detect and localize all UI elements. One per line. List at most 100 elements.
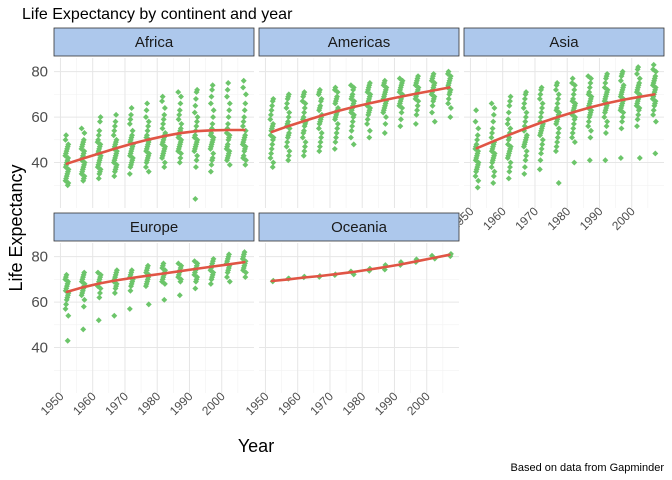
data-point <box>555 95 562 102</box>
data-point <box>128 105 135 111</box>
data-point <box>602 80 609 86</box>
data-point <box>522 118 529 125</box>
data-point <box>555 130 562 136</box>
data-point <box>193 157 200 164</box>
trend-line-europe <box>65 260 246 294</box>
data-point <box>269 102 276 109</box>
data-point <box>161 105 168 111</box>
data-point <box>618 125 625 132</box>
data-point <box>127 287 134 294</box>
data-point <box>192 132 199 139</box>
data-point <box>192 164 199 171</box>
x-tick-label: 1980 <box>340 389 369 418</box>
data-point <box>347 134 354 141</box>
data-point <box>506 168 513 175</box>
data-point <box>270 95 277 102</box>
data-point <box>194 152 201 159</box>
data-point <box>350 141 357 148</box>
data-point <box>285 114 292 121</box>
data-point <box>193 118 200 125</box>
data-point <box>619 118 626 125</box>
data-point <box>226 107 233 114</box>
data-point <box>64 337 71 344</box>
data-point <box>191 109 198 116</box>
data-point <box>268 107 275 114</box>
data-point <box>505 175 512 182</box>
data-point <box>210 114 217 121</box>
data-point <box>555 125 562 132</box>
data-point <box>523 152 530 159</box>
data-point <box>537 114 544 121</box>
data-point <box>192 102 199 109</box>
data-point <box>506 164 513 171</box>
data-point <box>145 118 152 125</box>
strip-label-europe: Europe <box>130 219 178 236</box>
data-point <box>208 161 215 168</box>
data-point <box>571 86 578 93</box>
data-point <box>283 143 290 150</box>
data-point <box>301 109 308 116</box>
data-point <box>301 105 308 111</box>
data-point <box>332 139 339 146</box>
data-point <box>652 118 659 125</box>
data-point <box>490 118 497 125</box>
data-point <box>224 86 231 93</box>
data-point <box>286 130 293 136</box>
x-tick-label: 1960 <box>480 204 509 233</box>
data-point <box>347 82 354 89</box>
data-point <box>267 111 274 118</box>
data-point <box>193 123 200 130</box>
data-point <box>587 80 594 86</box>
data-point <box>268 150 275 157</box>
data-point <box>240 118 247 125</box>
data-point <box>431 118 438 125</box>
data-point <box>397 123 404 130</box>
data-point <box>317 102 324 109</box>
strip-label-asia: Asia <box>549 34 579 51</box>
data-point <box>111 290 118 296</box>
data-point <box>210 107 217 114</box>
data-point <box>539 105 545 111</box>
data-point <box>652 150 659 157</box>
data-point <box>636 75 643 82</box>
trend-line-americas <box>270 86 451 134</box>
data-point <box>507 93 514 100</box>
data-point <box>226 100 233 107</box>
trend-line-africa <box>65 128 246 165</box>
data-point <box>522 114 529 121</box>
data-point <box>113 111 120 118</box>
x-tick-label: 1990 <box>577 204 606 233</box>
data-point <box>81 130 88 136</box>
data-point <box>601 114 608 121</box>
data-point <box>585 118 592 125</box>
data-point <box>317 139 324 146</box>
data-point <box>447 114 454 121</box>
data-point <box>474 132 481 139</box>
x-tick-label: 1950 <box>243 389 272 418</box>
data-point <box>160 120 167 127</box>
data-point <box>159 125 166 132</box>
data-point <box>269 164 276 171</box>
data-point <box>520 105 527 111</box>
data-point <box>194 114 201 121</box>
data-point <box>414 107 421 114</box>
data-point <box>489 125 496 132</box>
x-tick-label: 1980 <box>545 204 574 233</box>
data-point <box>242 132 249 139</box>
panel-europe: Europe 40 60 80 1950 1960 1970 1980 1990 2000 <box>31 212 255 418</box>
data-point <box>270 120 277 127</box>
y-tick-label: 60 <box>31 294 48 311</box>
data-point <box>96 290 103 296</box>
data-point <box>178 120 185 127</box>
data-point <box>489 130 496 136</box>
data-point <box>537 91 544 98</box>
strip-asia <box>463 27 665 57</box>
data-point <box>226 278 233 285</box>
chart-title: Life Expectancy by continent and year <box>22 6 293 23</box>
data-point <box>553 143 560 150</box>
data-point <box>95 317 102 324</box>
data-point <box>209 155 216 161</box>
data-point <box>209 120 216 127</box>
data-point <box>112 118 119 125</box>
data-point <box>142 114 149 121</box>
